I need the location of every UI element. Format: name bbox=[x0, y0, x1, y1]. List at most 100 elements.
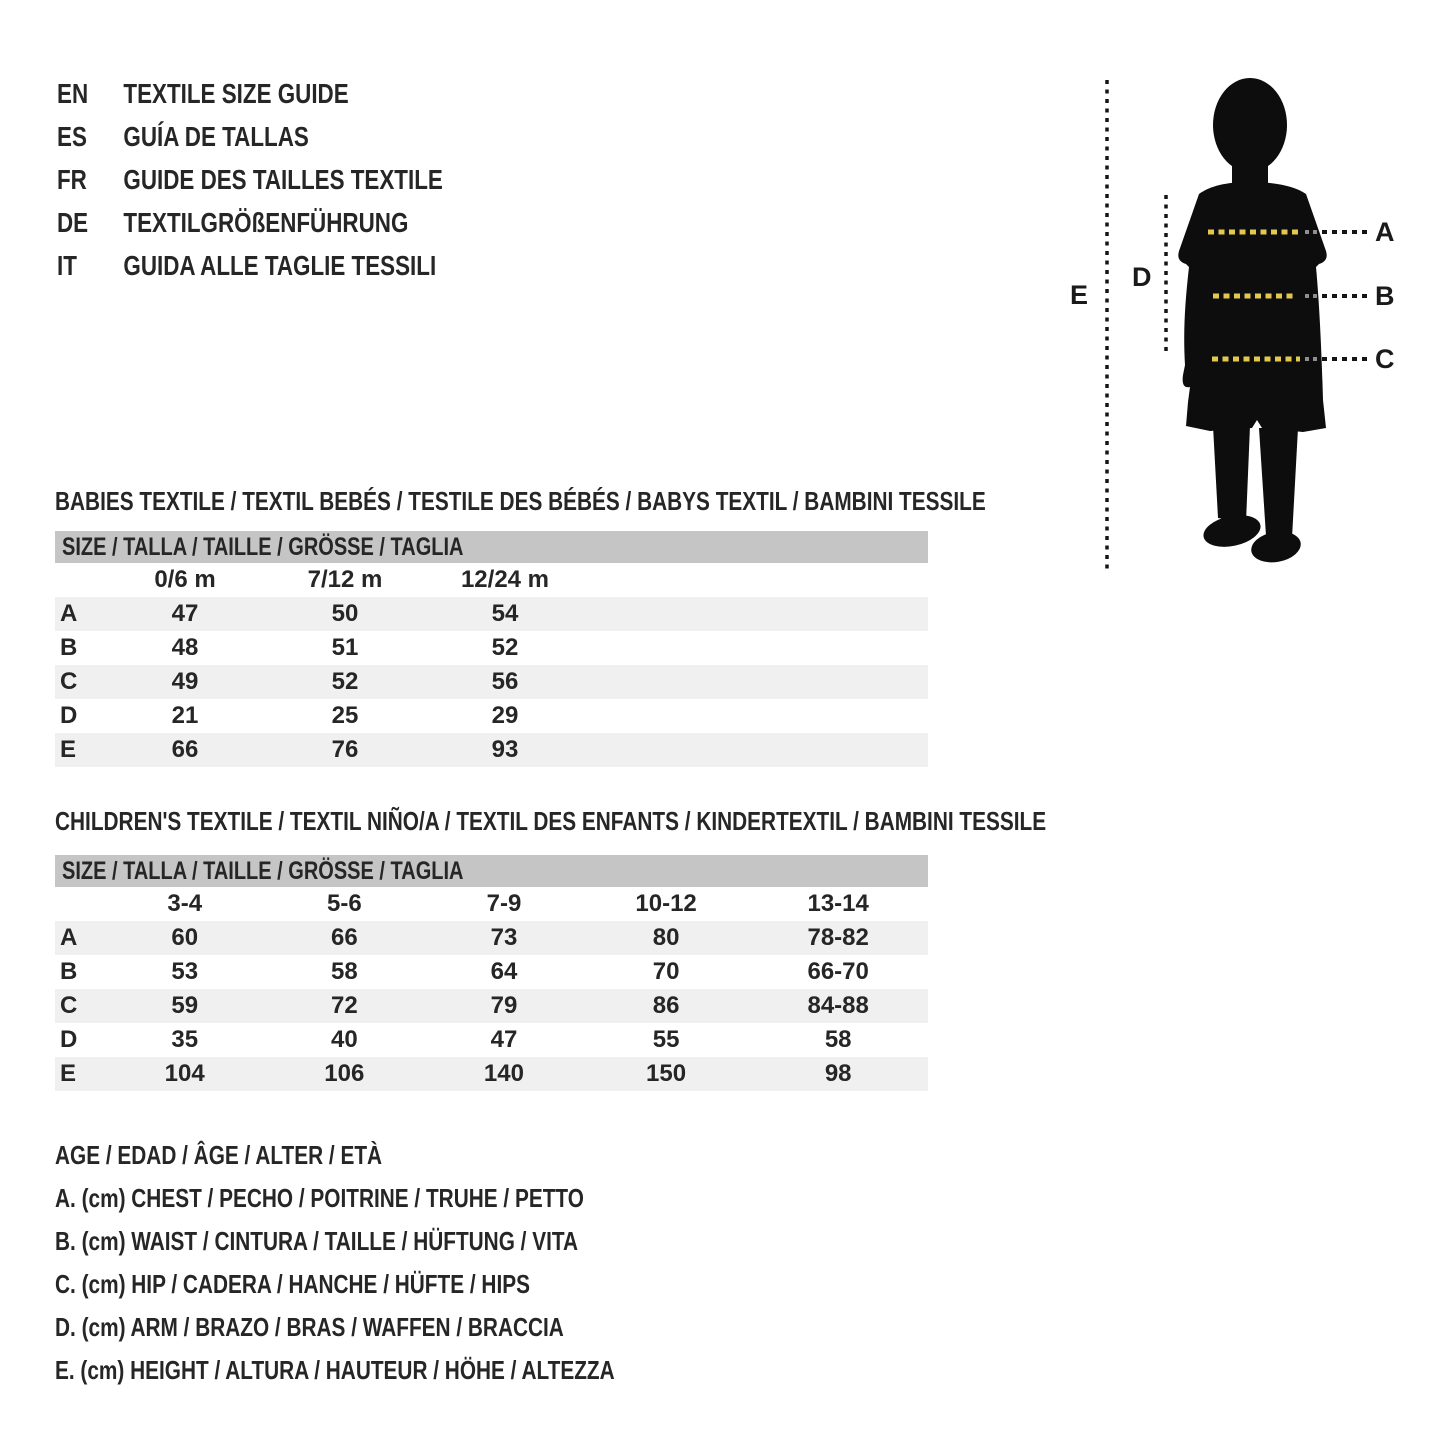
lang-code: EN bbox=[57, 77, 89, 109]
table-cell: 25 bbox=[331, 702, 359, 729]
column-header: 7/12 m bbox=[307, 566, 383, 593]
column-header: 12/24 m bbox=[460, 566, 550, 593]
legend-age: AGE / EDAD / ÂGE / ALTER / ETÀ bbox=[55, 1140, 383, 1170]
row-label: A bbox=[60, 924, 78, 951]
table-cell: 48 bbox=[171, 634, 199, 661]
legend-waist: B. (cm) WAIST / CINTURA / TAILLE / HÜFTU… bbox=[55, 1226, 579, 1256]
child-silhouette bbox=[1178, 78, 1327, 563]
row-label: D bbox=[60, 1026, 78, 1053]
measure-label-a: A bbox=[1375, 217, 1395, 247]
lang-code: ES bbox=[57, 120, 87, 152]
column-header: 3-4 bbox=[167, 890, 203, 917]
table-cell: 55 bbox=[652, 1026, 680, 1053]
silhouette-left-shoe bbox=[1203, 515, 1261, 547]
table-cell: 40 bbox=[330, 1026, 358, 1053]
language-header: EN TEXTILE SIZE GUIDE ES GUÍA DE TALLAS … bbox=[57, 72, 539, 287]
table-cell: 51 bbox=[331, 634, 359, 661]
column-header: 0/6 m bbox=[154, 566, 216, 593]
table-cell: 60 bbox=[171, 924, 199, 951]
table-cell: 140 bbox=[483, 1060, 524, 1087]
table-cell: 98 bbox=[824, 1060, 852, 1087]
table-cell: 52 bbox=[331, 668, 359, 695]
column-header: 5-6 bbox=[326, 890, 362, 917]
measure-label-d: D bbox=[1132, 262, 1152, 292]
table-cell: 66 bbox=[171, 736, 199, 763]
table-cell: 72 bbox=[330, 992, 358, 1019]
table-cell: 35 bbox=[171, 1026, 199, 1053]
lang-code: FR bbox=[57, 163, 87, 195]
table-row: C 59 72 79 86 84-88 bbox=[55, 989, 928, 1023]
table-cell: 104 bbox=[164, 1060, 205, 1087]
row-label: B bbox=[60, 634, 78, 661]
legend-hip: C. (cm) HIP / CADERA / HANCHE / HÜFTE / … bbox=[55, 1269, 530, 1299]
row-label: E bbox=[60, 736, 77, 763]
row-label: B bbox=[60, 958, 78, 985]
lang-code: IT bbox=[57, 249, 77, 281]
measure-label-b: B bbox=[1375, 281, 1395, 311]
table-row: E 66 76 93 bbox=[55, 733, 928, 767]
children-column-header-row: 3-4 5-6 7-9 10-12 13-14 bbox=[55, 887, 928, 921]
lang-title: TEXTILE SIZE GUIDE bbox=[123, 77, 349, 109]
lang-row-it: IT GUIDA ALLE TAGLIE TESSILI bbox=[57, 244, 443, 287]
table-cell: 79 bbox=[490, 992, 518, 1019]
legend-chest: A. (cm) CHEST / PECHO / POITRINE / TRUHE… bbox=[55, 1183, 584, 1213]
table-cell: 93 bbox=[491, 736, 519, 763]
lang-row-es: ES GUÍA DE TALLAS bbox=[57, 115, 443, 158]
table-cell: 86 bbox=[652, 992, 680, 1019]
table-row: D 21 25 29 bbox=[55, 699, 928, 733]
child-silhouette-figure: E D A B C bbox=[1070, 78, 1395, 572]
silhouette-right-leg bbox=[1259, 428, 1298, 538]
measurement-legend: AGE / EDAD / ÂGE / ALTER / ETÀ A. (cm) C… bbox=[55, 1134, 755, 1392]
row-label: C bbox=[60, 668, 78, 695]
table-row: E 104 106 140 150 98 bbox=[55, 1057, 928, 1091]
table-cell: 84-88 bbox=[807, 992, 869, 1019]
table-row: C 49 52 56 bbox=[55, 665, 928, 699]
children-size-table: SIZE / TALLA / TAILLE / GRÖSSE / TAGLIA … bbox=[55, 855, 928, 1091]
table-cell: 80 bbox=[652, 924, 680, 951]
table-cell: 47 bbox=[171, 600, 199, 627]
babies-size-header-bar: SIZE / TALLA / TAILLE / GRÖSSE / TAGLIA bbox=[55, 531, 928, 563]
lang-row-de: DE TEXTILGRÖßENFÜHRUNG bbox=[57, 201, 443, 244]
column-header: 10-12 bbox=[635, 890, 697, 917]
measurement-figure: E D A B C bbox=[1060, 70, 1410, 580]
silhouette-torso bbox=[1178, 182, 1327, 432]
table-row: A 60 66 73 80 78-82 bbox=[55, 921, 928, 955]
table-cell: 56 bbox=[491, 668, 519, 695]
measure-label-c: C bbox=[1375, 344, 1395, 374]
table-row: D 35 40 47 55 58 bbox=[55, 1023, 928, 1057]
table-cell: 29 bbox=[491, 702, 519, 729]
row-label: C bbox=[60, 992, 78, 1019]
table-cell: 58 bbox=[330, 958, 358, 985]
legend-height: E. (cm) HEIGHT / ALTURA / HAUTEUR / HÖHE… bbox=[55, 1355, 615, 1385]
table-cell: 66 bbox=[330, 924, 358, 951]
silhouette-right-shoe bbox=[1251, 531, 1301, 563]
lang-title: TEXTILGRÖßENFÜHRUNG bbox=[123, 206, 409, 238]
lang-title: GUIDE DES TAILLES TEXTILE bbox=[123, 163, 443, 195]
babies-section-title: BABIES TEXTILE / TEXTIL BEBÉS / TESTILE … bbox=[55, 486, 986, 516]
corner-cell bbox=[55, 563, 105, 597]
size-header-text: SIZE / TALLA / TAILLE / GRÖSSE / TAGLIA bbox=[62, 533, 464, 561]
children-section-title: CHILDREN'S TEXTILE / TEXTIL NIÑO/A / TEX… bbox=[55, 806, 1047, 836]
silhouette-left-leg bbox=[1213, 426, 1250, 522]
table-cell: 59 bbox=[171, 992, 199, 1019]
row-label: A bbox=[60, 600, 78, 627]
silhouette-head bbox=[1213, 78, 1287, 172]
table-cell: 21 bbox=[171, 702, 199, 729]
row-label: D bbox=[60, 702, 78, 729]
table-cell: 54 bbox=[491, 600, 519, 627]
babies-size-table: SIZE / TALLA / TAILLE / GRÖSSE / TAGLIA … bbox=[55, 531, 928, 767]
table-cell: 49 bbox=[171, 668, 199, 695]
table-cell: 106 bbox=[324, 1060, 365, 1087]
table-cell: 64 bbox=[490, 958, 518, 985]
lang-title: GUÍA DE TALLAS bbox=[123, 120, 309, 152]
table-cell: 73 bbox=[490, 924, 518, 951]
table-cell: 78-82 bbox=[807, 924, 869, 951]
table-cell: 47 bbox=[490, 1026, 518, 1053]
table-cell: 150 bbox=[646, 1060, 687, 1087]
table-cell: 52 bbox=[491, 634, 519, 661]
lang-code: DE bbox=[57, 206, 89, 238]
babies-column-header-row: 0/6 m 7/12 m 12/24 m bbox=[55, 563, 928, 597]
legend-arm: D. (cm) ARM / BRAZO / BRAS / WAFFEN / BR… bbox=[55, 1312, 564, 1342]
table-row: A 47 50 54 bbox=[55, 597, 928, 631]
